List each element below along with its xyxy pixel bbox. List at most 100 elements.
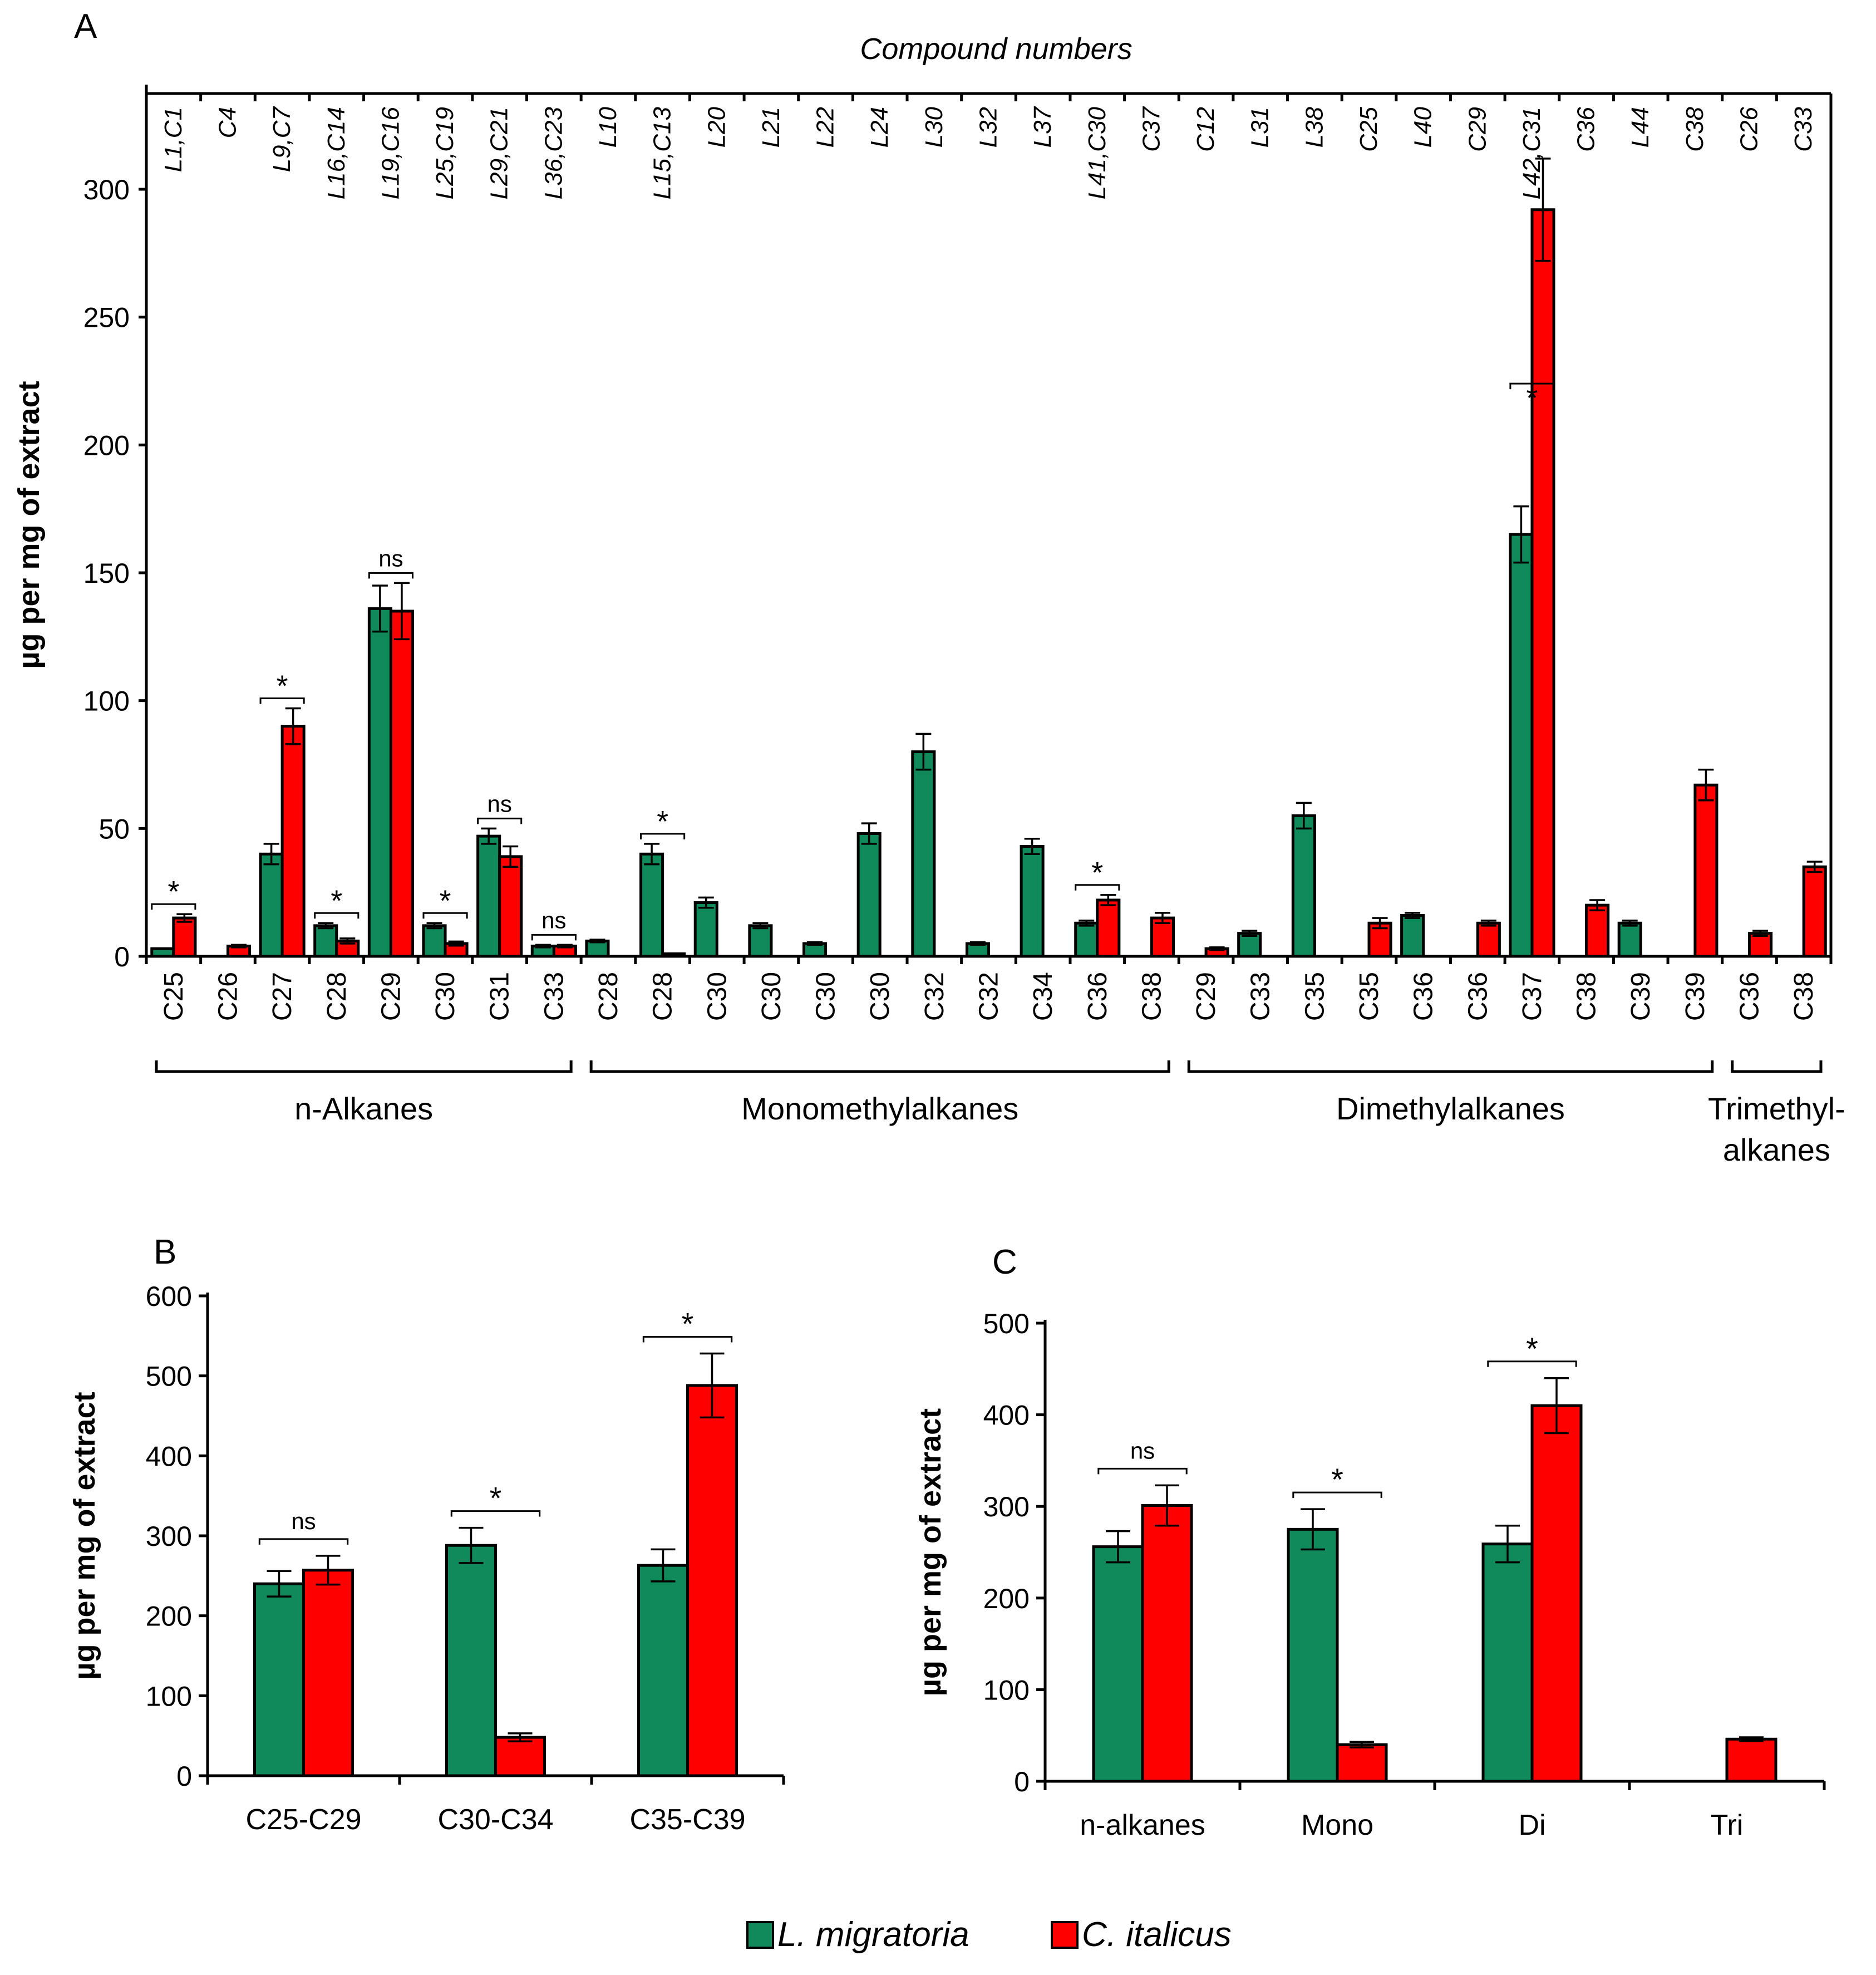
a-compound-number-label: L36,C23 [540,106,567,199]
c-bar-c-italicus [1336,1743,1388,1783]
a-significance-bracket [151,903,196,910]
a-x-tick-label: C30 [811,972,841,1021]
c-x-tick-label: n-alkanes [1080,1809,1205,1841]
a-bar-l-migratoria [585,939,610,958]
chart-b: 0 100 200 300 400 500 600 µg per mg of extract n… [68,1281,785,1836]
a-y-tick-label: 250 [83,302,130,333]
a-significance-star: * [657,805,668,838]
c-y-tick-label: 200 [983,1583,1030,1614]
panel-c-letter: C [992,1243,1017,1281]
a-x-tick-label: C38 [1572,972,1602,1021]
a-compound-number-label: L38 [1301,106,1328,148]
a-x-tick-label: C35 [1300,972,1330,1021]
a-class-label: n-Alkanes [294,1091,433,1126]
a-bar-l-migratoria [150,947,175,958]
a-bar-l-migratoria [1020,844,1045,958]
a-compound-number-label: C38 [1681,106,1708,151]
c-significance-star: * [1526,1331,1538,1366]
a-bar-c-italicus [498,855,523,958]
a-significance-star: * [331,884,342,917]
a-class-bracket [1731,1060,1823,1073]
a-compound-number-label: C36 [1573,106,1600,151]
chart-a: 0 50 100 150 200 250 300 µg per mg of extract Co… [12,32,1845,1167]
a-significance-bracket [640,833,686,839]
c-y-tick-label: 300 [983,1491,1030,1522]
c-bar-c-italicus [1141,1504,1193,1783]
c-y-axis-label: µg per mg of extract [914,1408,947,1696]
a-compound-number-label: C25 [1355,106,1382,151]
b-bar-c-italicus [494,1736,546,1777]
a-class-label-line2: alkanes [1723,1132,1830,1167]
b-x-tick-label: C25-C29 [245,1804,361,1836]
a-compound-number-label: L42,C31 [1518,107,1545,199]
a-bar-l-migratoria [259,852,284,958]
a-y-tick-label: 300 [83,174,130,205]
a-significance-ns: ns [378,545,403,571]
a-bar-c-italicus [661,952,686,958]
a-compound-number-label: C12 [1192,107,1219,152]
a-y-tick-label: 200 [83,430,130,461]
a-bar-l-migratoria [367,607,392,958]
legend-label-c-italicus: C. italicus [1082,1915,1232,1954]
a-compound-number-label: L15,C13 [649,106,676,199]
a-significance-star: * [1091,856,1103,890]
a-x-tick-label: C28 [322,972,352,1021]
legend: L. migratoria C. italicus [746,1915,1232,1954]
a-bar-c-italicus [1476,921,1501,958]
a-y-tick-label: 150 [83,558,130,589]
a-significance-ns: ns [488,790,512,817]
a-x-tick-label: C36 [1463,972,1493,1021]
b-significance-star: * [682,1306,694,1341]
b-y-axis-label: µg per mg of extract [68,1392,101,1679]
b-bar-l-migratoria [445,1544,497,1777]
a-class-bracket [1187,1060,1714,1073]
c-significance-star: * [1331,1462,1343,1497]
b-significance-bracket [450,1510,541,1517]
b-significance-ns: ns [291,1508,316,1534]
a-significance-bracket [368,572,413,579]
a-x-tick-label: C30 [757,972,786,1021]
a-class-bracket [589,1060,1170,1073]
a-compound-number-label: L31 [1247,107,1274,148]
a-bar-l-migratoria [911,750,936,958]
b-significance-star: * [490,1481,502,1516]
a-compound-number-label: L21 [757,107,785,148]
a-bar-l-migratoria [476,834,501,958]
a-bar-l-migratoria [1074,921,1099,958]
b-y-tick-label: 500 [146,1361,192,1392]
a-significance-star: * [168,875,179,908]
a-compound-number-label: L24 [866,107,893,148]
a-compound-number-label: L1,C1 [160,107,187,172]
a-x-tick-label: C32 [974,972,1004,1021]
c-bar-l-migratoria [1481,1542,1534,1783]
a-y-tick-label: 50 [99,813,130,844]
a-class-label: Dimethylalkanes [1336,1091,1565,1126]
c-bar-c-italicus [1530,1404,1583,1783]
a-compound-number-label: L37 [1029,106,1056,148]
c-significance-bracket [1097,1467,1188,1475]
c-significance-bracket [1487,1360,1577,1367]
a-significance-bracket [259,697,305,704]
a-bar-l-migratoria [422,924,447,958]
a-bar-c-italicus [172,916,197,958]
a-bar-c-italicus [1693,783,1719,958]
c-y-tick-label: 400 [983,1400,1030,1431]
a-x-tick-label: C32 [920,972,949,1021]
a-significance-bracket [422,912,468,919]
a-compound-number-label: L9,C7 [268,106,296,172]
a-x-tick-label: C38 [1137,972,1166,1021]
c-x-tick-label: Di [1518,1809,1545,1841]
a-compound-number-label: L16,C14 [323,107,350,199]
a-x-tick-label: C30 [865,972,895,1021]
a-significance-bracket [1509,382,1555,390]
a-bar-l-migratoria [1400,914,1425,958]
a-bar-l-migratoria [1291,814,1316,958]
a-bar-l-migratoria [639,852,664,958]
a-bar-c-italicus [280,725,306,958]
a-compound-number-label: L25,C19 [431,107,459,199]
a-x-tick-label: C37 [1518,972,1547,1021]
b-x-tick-label: C35-C39 [629,1804,745,1836]
legend-swatch-l-migratoria [746,1921,774,1949]
